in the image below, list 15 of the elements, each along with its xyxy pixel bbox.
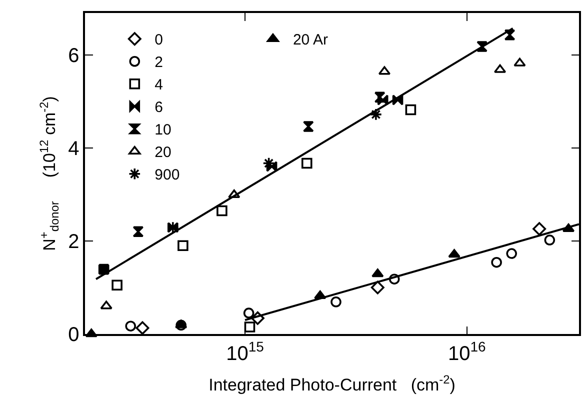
legend-label: 10	[154, 122, 172, 139]
legend-label: 20 Ar	[292, 32, 328, 49]
x-tick-label: 10$^{15}$	[226, 338, 264, 365]
legend-label: 20	[154, 144, 172, 162]
legend-label: 2	[154, 54, 163, 72]
legend-label: 6	[154, 99, 163, 116]
y-tick-label: 0	[68, 324, 80, 346]
y-tick-label: 4	[68, 138, 80, 160]
legend-label: 0	[154, 32, 163, 49]
y-tick-label: 2	[68, 230, 80, 253]
y-tick-label: 6	[68, 44, 80, 67]
legend-label: 4	[154, 76, 163, 94]
x-tick-label: 10$^{16}$	[448, 338, 486, 365]
legend-label: 900	[154, 166, 180, 184]
x-axis-title: Integrated Photo-Current (cm$^{-2}$)	[208, 372, 456, 395]
